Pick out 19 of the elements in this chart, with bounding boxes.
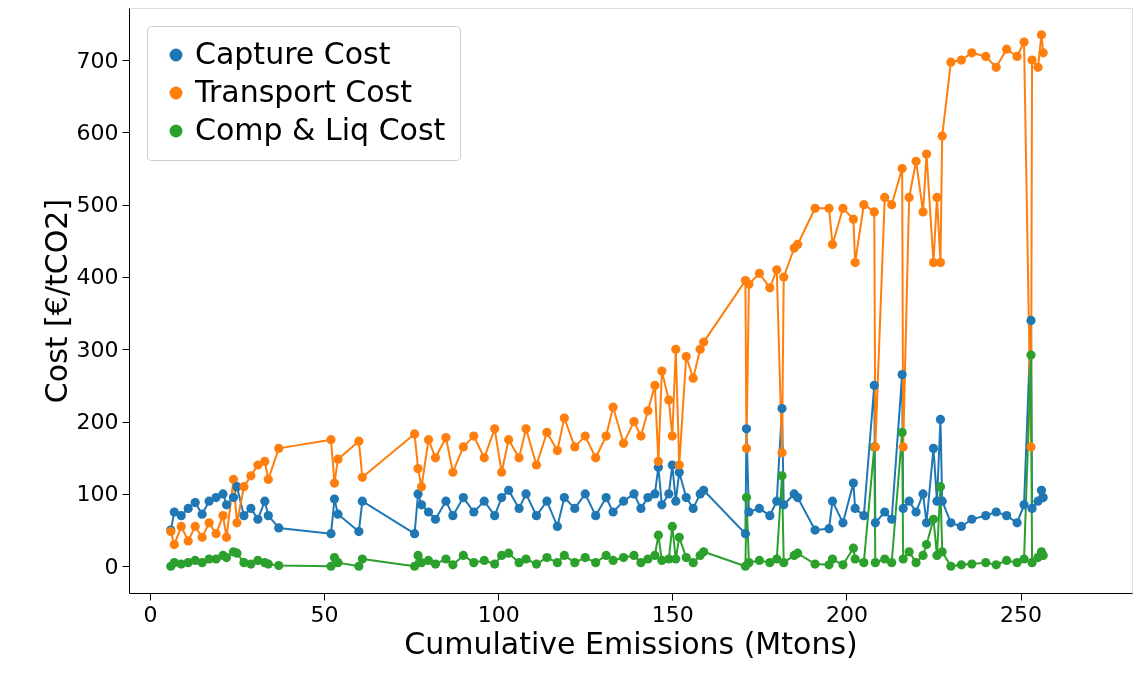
x-tick-label: 200 (825, 601, 868, 627)
legend-label: Comp & Liq Cost (195, 112, 446, 147)
legend-label: Transport Cost (194, 74, 413, 109)
y-tick-label: 600 (76, 119, 119, 145)
y-tick-label: 300 (76, 336, 119, 362)
x-tick-label: 50 (310, 601, 339, 627)
y-axis-title: Cost [€/tCO2] (38, 198, 74, 404)
y-tick-label: 100 (76, 481, 119, 507)
x-tick-label: 0 (143, 601, 158, 627)
y-tick-label: 700 (76, 47, 119, 73)
y-tick-label: 400 (76, 264, 119, 290)
x-tick-label: 250 (1000, 601, 1043, 627)
x-axis-title: Cumulative Emissions (Mtons) (404, 625, 858, 661)
x-tick-label: 150 (651, 601, 694, 627)
y-tick-label: 200 (76, 409, 119, 435)
x-tick-label: 100 (477, 601, 520, 627)
y-tick-label: 500 (76, 192, 119, 218)
y-tick-label: 0 (104, 553, 119, 579)
legend-label: Capture Cost (195, 36, 391, 71)
